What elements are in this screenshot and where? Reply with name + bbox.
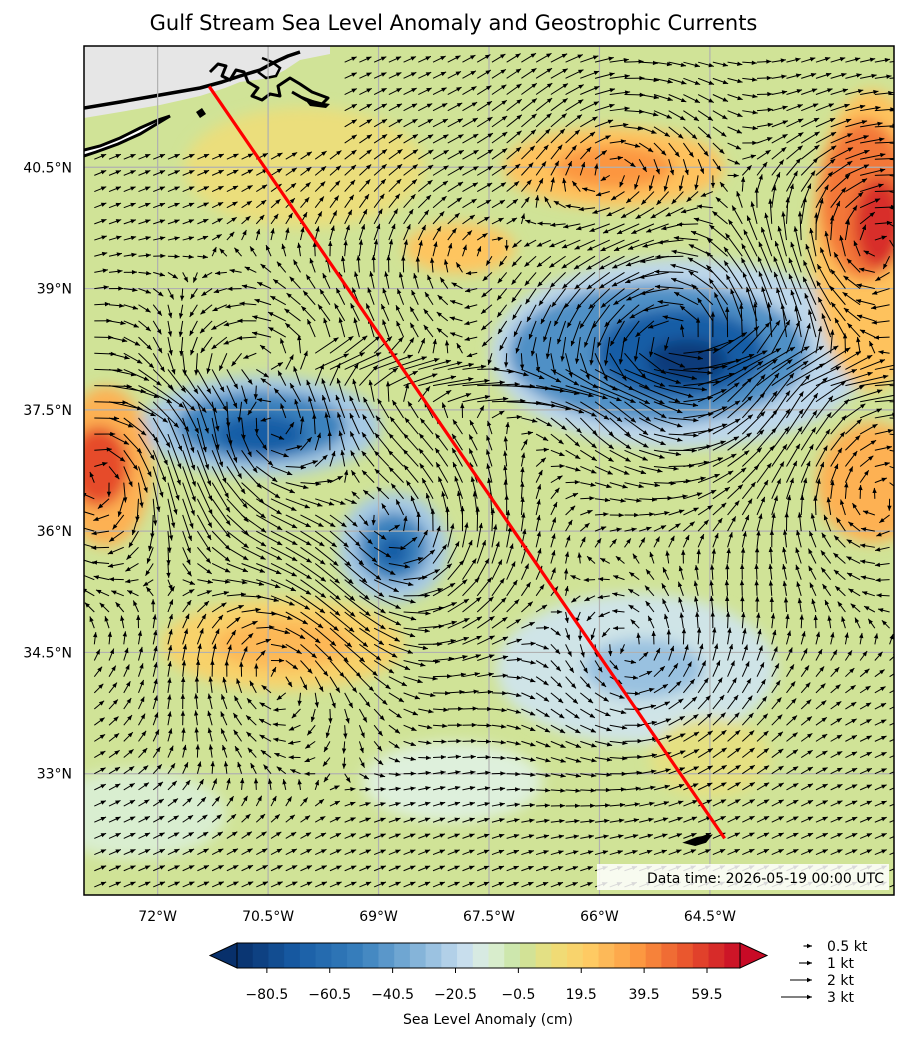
lat-tick-label: 37.5°N bbox=[23, 403, 72, 419]
quiver-key-label: 1 kt bbox=[827, 956, 854, 972]
colorbar-bin bbox=[567, 943, 584, 968]
colorbar-tick-label: −0.5 bbox=[501, 987, 535, 1003]
colorbar-tick-label: −40.5 bbox=[371, 987, 414, 1003]
lon-tick-label: 64.5°W bbox=[684, 909, 736, 925]
quiver-key: 0.5 kt1 kt2 kt3 kt bbox=[781, 939, 868, 1006]
colorbar-bin bbox=[661, 943, 678, 968]
colorbar-bin bbox=[378, 943, 395, 968]
colorbar-tick-label: 39.5 bbox=[629, 987, 660, 1003]
lon-tick-label: 67.5°W bbox=[463, 909, 515, 925]
map-title: Gulf Stream Sea Level Anomaly and Geostr… bbox=[149, 11, 758, 35]
island-outline bbox=[682, 834, 713, 846]
quiver-key-label: 3 kt bbox=[827, 990, 854, 1006]
colorbar-bin bbox=[614, 943, 631, 968]
colorbar-bin bbox=[362, 943, 379, 968]
lon-tick-label: 70.5°W bbox=[242, 909, 294, 925]
colorbar-bin bbox=[535, 943, 552, 968]
lat-tick-label: 33°N bbox=[37, 767, 72, 783]
colorbar-bin bbox=[237, 943, 254, 968]
colorbar-bin bbox=[315, 943, 332, 968]
data-time-background bbox=[597, 864, 889, 890]
colorbar-bin bbox=[268, 943, 285, 968]
colorbar-bin bbox=[692, 943, 710, 968]
lat-tick-label: 34.5°N bbox=[23, 645, 72, 661]
map-frame bbox=[83, 45, 895, 896]
lat-tick-label: 39°N bbox=[37, 282, 72, 298]
map-gridlines bbox=[84, 46, 894, 895]
colorbar-label: Sea Level Anomaly (cm) bbox=[403, 1012, 573, 1028]
lon-tick-label: 69°W bbox=[359, 909, 398, 925]
colorbar-bin bbox=[441, 943, 458, 968]
colorbar-bin bbox=[252, 943, 269, 968]
colorbar-tick-label: 19.5 bbox=[566, 987, 597, 1003]
colorbar-bin bbox=[409, 943, 427, 968]
colorbar-bin bbox=[724, 943, 741, 968]
quiver-key-label: 2 kt bbox=[827, 973, 854, 989]
lon-tick-label: 66°W bbox=[580, 909, 619, 925]
longitude-tick-labels: 72°W 70.5°W 69°W 67.5°W 66°W 64.5°W bbox=[138, 909, 736, 925]
colorbar-under-arrow bbox=[208, 942, 238, 969]
colorbar-tick-label: −60.5 bbox=[308, 987, 351, 1003]
track-segment[interactable] bbox=[207, 85, 726, 840]
colorbar-bin bbox=[425, 943, 442, 968]
latitude-tick-labels: 40.5°N 39°N 37.5°N 36°N 34.5°N 33°N bbox=[23, 160, 72, 782]
data-time-label: Data time: 2026-05-19 00:00 UTC bbox=[647, 871, 884, 887]
lon-tick-label: 72°W bbox=[138, 909, 177, 925]
section-track-line[interactable] bbox=[207, 85, 726, 846]
colorbar-bin bbox=[598, 943, 615, 968]
colorbar-tick-label: −20.5 bbox=[434, 987, 477, 1003]
colorbar-bin bbox=[457, 943, 474, 968]
colorbar-bin bbox=[582, 943, 600, 968]
colorbar-bin bbox=[331, 943, 348, 968]
colorbar-bin bbox=[299, 943, 317, 968]
colorbar-bin bbox=[519, 943, 537, 968]
colorbar-tick-label: −80.5 bbox=[245, 987, 288, 1003]
colorbar-bin bbox=[629, 943, 647, 968]
lat-tick-label: 36°N bbox=[37, 524, 72, 540]
colorbar-bin bbox=[488, 943, 505, 968]
colorbar-bin bbox=[284, 943, 301, 968]
colorbar-bin bbox=[347, 943, 364, 968]
colorbar-bin bbox=[645, 943, 662, 968]
colorbar: −80.5 −60.5 −40.5 −20.5 −0.5 19.5 39.5 59.5 bbox=[208, 942, 769, 1003]
colorbar-over-arrow bbox=[739, 942, 769, 969]
map-plot-area[interactable]: Data time: 2026-05-19 00:00 UTC bbox=[46, 46, 907, 895]
colorbar-bin bbox=[394, 943, 411, 968]
colorbar-bin bbox=[472, 943, 489, 968]
colorbar-bin bbox=[677, 943, 694, 968]
lat-tick-label: 40.5°N bbox=[23, 160, 72, 176]
quiver-key-label: 0.5 kt bbox=[827, 939, 868, 955]
current-vector-field bbox=[84, 52, 894, 888]
colorbar-bin bbox=[504, 943, 521, 968]
colorbar-bin bbox=[708, 943, 725, 968]
colorbar-tick-label: 59.5 bbox=[691, 987, 722, 1003]
colorbar-bin bbox=[551, 943, 568, 968]
